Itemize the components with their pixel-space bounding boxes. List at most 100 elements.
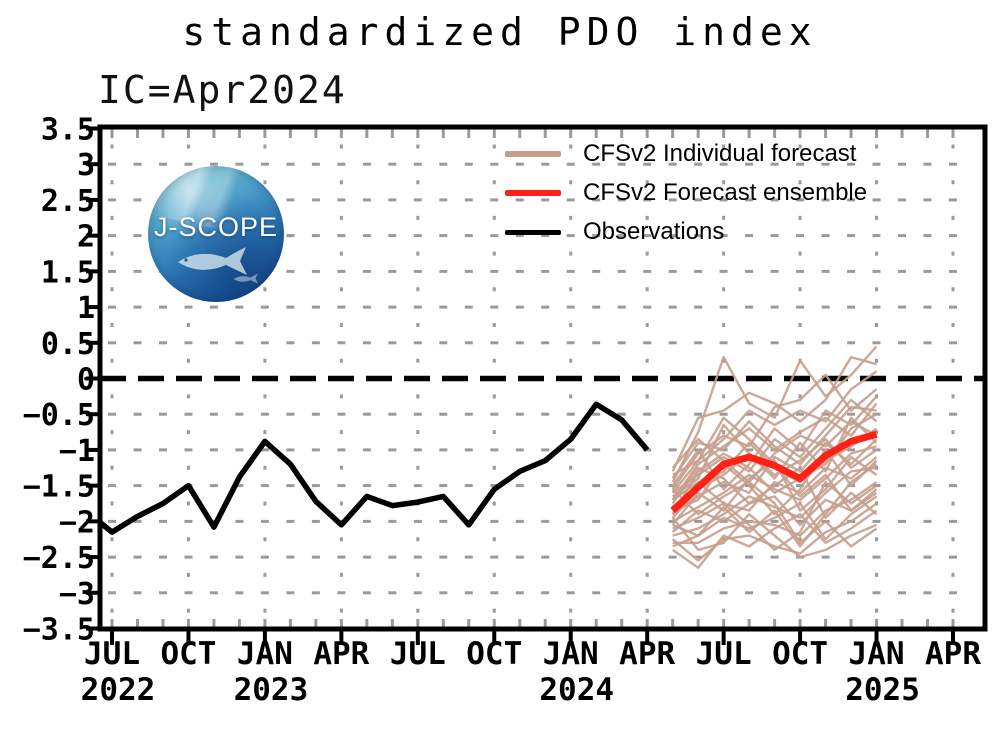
grid-dot xyxy=(362,519,371,523)
grid-dot xyxy=(694,162,703,166)
grid-dot xyxy=(184,555,193,559)
grid-dot xyxy=(260,555,269,559)
grid-dot xyxy=(337,162,346,166)
grid-dot xyxy=(133,305,142,309)
grid-dot xyxy=(490,198,499,202)
x-month-label: OCT xyxy=(772,636,828,672)
grid-dot xyxy=(770,234,779,238)
grid-dot xyxy=(796,162,805,166)
grid-dot xyxy=(617,162,626,166)
individual-forecast-line xyxy=(672,480,878,552)
grid-dot xyxy=(617,484,626,488)
grid-dot xyxy=(719,484,728,488)
grid-dot xyxy=(464,198,473,202)
grid-dot xyxy=(439,591,448,595)
individual-forecast-line xyxy=(671,355,877,472)
grid-dot xyxy=(311,484,320,488)
grid-dot xyxy=(821,591,830,595)
grid-dot xyxy=(872,269,881,273)
x-year-label: 2025 xyxy=(845,672,920,708)
grid-dot xyxy=(770,412,779,416)
grid-dot xyxy=(694,269,703,273)
legend-swatch-individual-forecast xyxy=(505,151,561,157)
grid-dot xyxy=(133,555,142,559)
grid-dot xyxy=(413,305,422,309)
x-year-label: 2023 xyxy=(234,672,309,708)
grid-dot xyxy=(617,341,626,345)
grid-dot xyxy=(541,234,550,238)
individual-forecast-line xyxy=(671,455,878,526)
grid-dot xyxy=(541,162,550,166)
grid-dot xyxy=(923,269,932,273)
grid-dot xyxy=(643,412,652,416)
grid-dot xyxy=(566,412,575,416)
grid-dot xyxy=(108,162,116,166)
grid-dot xyxy=(694,519,703,523)
grid-dot xyxy=(413,198,422,202)
grid-dot xyxy=(898,341,906,345)
grid-dot xyxy=(592,305,601,309)
grid-dot xyxy=(566,591,575,595)
grid-dot xyxy=(872,162,881,166)
grid-dot xyxy=(464,234,473,238)
x-month-label: APR xyxy=(925,636,981,672)
grid-dot xyxy=(745,555,754,559)
observations-line xyxy=(98,401,650,535)
grid-dot xyxy=(923,234,932,238)
grid-dot xyxy=(159,591,167,595)
grid-dot xyxy=(949,341,957,345)
grid-dot xyxy=(337,448,346,452)
grid-dot xyxy=(592,162,601,166)
grid-dot xyxy=(413,484,422,488)
grid-dot xyxy=(796,519,805,523)
grid-dot xyxy=(719,341,728,345)
grid-dot xyxy=(439,412,448,416)
grid-dot xyxy=(592,269,601,273)
grid-dot xyxy=(133,412,142,416)
grid-dot xyxy=(847,448,856,452)
grid-dot xyxy=(541,341,550,345)
grid-dot xyxy=(464,269,473,273)
grid-dot xyxy=(617,198,626,202)
individual-forecast-line xyxy=(672,481,878,544)
grid-dot xyxy=(515,519,524,523)
grid-dot xyxy=(209,555,218,559)
y-tick-label: 1 xyxy=(77,291,95,326)
fish-icon xyxy=(178,247,247,275)
individual-forecast-line xyxy=(671,502,878,562)
grid-dot xyxy=(108,305,116,309)
grid-dot xyxy=(643,555,652,559)
grid-dot xyxy=(949,519,957,523)
grid-dot xyxy=(745,305,754,309)
individual-forecast-line xyxy=(672,463,878,548)
grid-dot xyxy=(796,269,805,273)
legend-item-observations: Observations xyxy=(505,218,867,246)
grid-dot xyxy=(133,269,142,273)
grid-dot xyxy=(872,341,881,345)
grid-dot xyxy=(490,234,499,238)
grid-dot xyxy=(108,484,116,488)
grid-dot xyxy=(337,198,346,202)
grid-dot xyxy=(209,162,218,166)
grid-dot xyxy=(362,198,371,202)
grid-dot xyxy=(592,555,601,559)
grid-dot xyxy=(847,198,856,202)
grid-dot xyxy=(388,591,397,595)
grid-dot xyxy=(260,162,269,166)
x-month-label: OCT xyxy=(160,636,216,672)
grid-dot xyxy=(923,305,932,309)
grid-dot xyxy=(439,305,448,309)
grid-dot xyxy=(566,234,575,238)
grid-dot xyxy=(515,555,524,559)
grid-dot xyxy=(923,198,932,202)
grid-dot xyxy=(949,234,957,238)
grid-dot xyxy=(362,412,371,416)
grid-dot xyxy=(311,555,320,559)
grid-dot xyxy=(388,484,397,488)
grid-dot xyxy=(847,412,856,416)
grid-dot xyxy=(515,591,524,595)
grid-dot xyxy=(796,412,805,416)
y-tick-label: −1.5 xyxy=(23,470,95,505)
grid-dot xyxy=(311,412,320,416)
grid-dot xyxy=(668,234,677,238)
